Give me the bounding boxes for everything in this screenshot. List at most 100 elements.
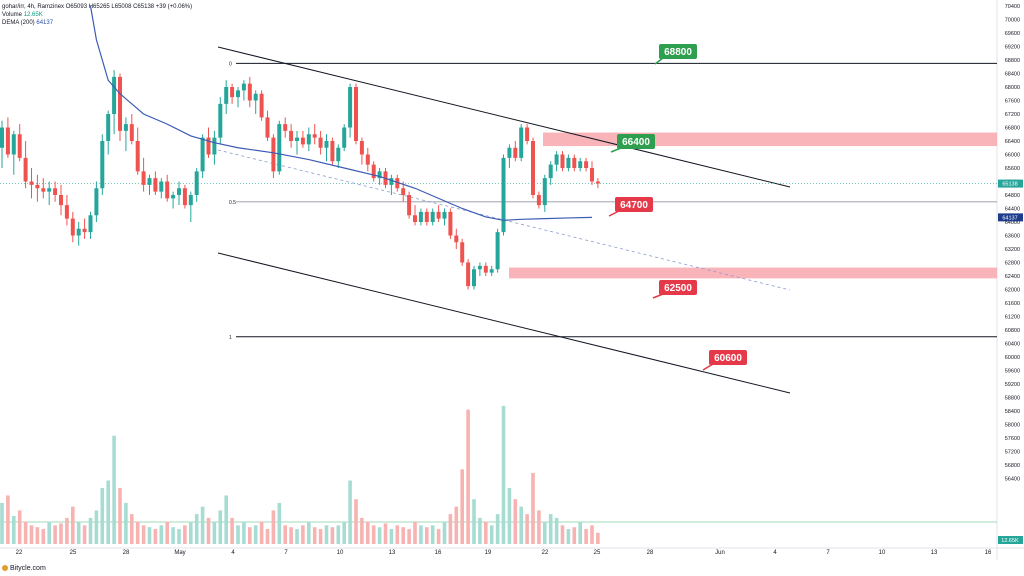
candle-body bbox=[5, 127, 10, 155]
candle bbox=[584, 157, 589, 172]
ohlc-readout: O65093 H65265 L65008 C65138 +39 (+0.06%) bbox=[65, 4, 193, 10]
candle-body bbox=[147, 178, 152, 185]
volume-bar bbox=[171, 527, 175, 544]
volume-label: Volume bbox=[2, 12, 23, 18]
volume-bar bbox=[47, 521, 51, 544]
candle bbox=[306, 127, 311, 152]
candle-body bbox=[460, 242, 465, 263]
candle-body bbox=[442, 211, 447, 219]
candle-body bbox=[194, 171, 199, 195]
candle bbox=[123, 117, 128, 152]
y-axis-tick-label: 58000 bbox=[1005, 423, 1020, 429]
volume-bar bbox=[183, 525, 187, 544]
candle-body bbox=[483, 265, 488, 273]
candle-body bbox=[395, 178, 400, 189]
volume-bar bbox=[307, 521, 311, 544]
volume-bar bbox=[82, 525, 87, 544]
volume-bar bbox=[59, 523, 63, 544]
x-axis-tick-label: 25 bbox=[70, 550, 77, 556]
candle-body bbox=[513, 147, 518, 158]
candle bbox=[389, 174, 394, 195]
volume-bar bbox=[407, 529, 411, 544]
volume-bar bbox=[566, 529, 571, 544]
candle-body bbox=[182, 188, 187, 206]
candle-body bbox=[495, 232, 500, 270]
volume-bar bbox=[277, 502, 282, 544]
volume-bar bbox=[100, 488, 105, 544]
volume-bar bbox=[554, 517, 559, 544]
candle bbox=[407, 191, 412, 219]
candle-body bbox=[82, 228, 87, 233]
x-axis-tick-label: 16 bbox=[985, 550, 992, 556]
fib-label: 0 bbox=[229, 61, 232, 67]
volume-bar bbox=[200, 506, 205, 544]
channel-lower-line bbox=[217, 252, 791, 394]
support-resistance-zone bbox=[509, 267, 997, 279]
volume-bar bbox=[118, 488, 122, 544]
x-axis-tick-label: 7 bbox=[284, 550, 288, 556]
volume-bar bbox=[194, 514, 199, 544]
candle bbox=[395, 174, 400, 192]
y-axis-tick-label: 67200 bbox=[1005, 112, 1020, 118]
candle-body bbox=[218, 103, 223, 138]
volume-bar bbox=[501, 405, 506, 544]
volume-bar bbox=[283, 525, 287, 544]
y-axis-tick-label: 57600 bbox=[1005, 436, 1020, 442]
y-axis-tick-label: 60400 bbox=[1005, 342, 1020, 348]
candle bbox=[495, 228, 500, 273]
candle-body bbox=[489, 269, 494, 273]
candle-body bbox=[306, 134, 311, 145]
volume-bar bbox=[135, 521, 140, 544]
volume-bar bbox=[336, 525, 341, 544]
candle-body bbox=[560, 154, 565, 168]
candle bbox=[519, 124, 524, 162]
level-callout: 68800 bbox=[654, 44, 697, 65]
volume-bar bbox=[265, 529, 270, 544]
volume-bar bbox=[572, 527, 577, 544]
candle-body bbox=[330, 141, 335, 162]
candle-body bbox=[348, 87, 353, 128]
candle bbox=[188, 191, 193, 222]
volume-bar bbox=[12, 516, 16, 544]
y-axis-tick-label: 64000 bbox=[1005, 220, 1020, 226]
candle bbox=[436, 205, 441, 222]
volume-bar bbox=[65, 517, 69, 544]
candle-body bbox=[106, 114, 111, 141]
volume-bar bbox=[253, 525, 258, 544]
callout-box bbox=[617, 134, 655, 149]
candle-body bbox=[401, 188, 406, 195]
volume-bar bbox=[301, 525, 305, 544]
support-resistance-zone bbox=[543, 132, 997, 147]
volume-bar bbox=[236, 525, 240, 544]
volume-bar bbox=[371, 525, 376, 544]
candle bbox=[5, 117, 10, 158]
candle bbox=[171, 191, 176, 209]
candle-body bbox=[342, 127, 347, 148]
fib-label: 0.5 bbox=[229, 200, 236, 206]
volume-bar bbox=[548, 514, 553, 544]
candle-body bbox=[253, 93, 258, 101]
candle-body bbox=[377, 171, 382, 179]
candle-body bbox=[159, 181, 164, 192]
candle-body bbox=[536, 195, 541, 206]
volume-bar bbox=[17, 510, 22, 544]
candle-body bbox=[230, 87, 235, 98]
candle bbox=[300, 130, 305, 148]
candle bbox=[289, 124, 294, 148]
last-price-tag-text: 65138 bbox=[1002, 182, 1017, 188]
candle bbox=[336, 144, 341, 168]
volume-bar bbox=[312, 527, 317, 544]
candle-body bbox=[64, 205, 69, 219]
volume-bar bbox=[130, 514, 134, 544]
candle bbox=[548, 161, 553, 185]
candle-body bbox=[283, 124, 288, 131]
candle bbox=[578, 157, 583, 172]
volume-bar bbox=[560, 525, 565, 544]
candle-body bbox=[519, 127, 524, 158]
candle bbox=[194, 168, 199, 202]
candle-body bbox=[277, 124, 282, 172]
candle bbox=[542, 174, 547, 212]
x-axis-tick-label: 28 bbox=[647, 550, 654, 556]
y-axis-tick-label: 64400 bbox=[1005, 207, 1020, 213]
